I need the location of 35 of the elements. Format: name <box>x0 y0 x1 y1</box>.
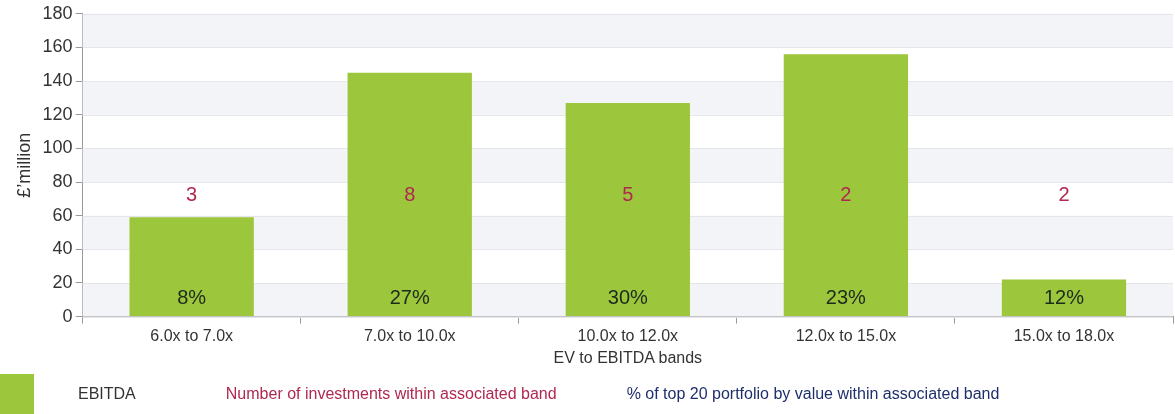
y-tick-label: 60 <box>52 204 73 225</box>
y-tick-label: 0 <box>62 305 73 326</box>
text: Number of investments within associated band <box>225 385 557 403</box>
text: % of top 20 portfolio by value within associated band <box>626 385 1000 403</box>
x-tick-label: 15.0x to 18.0x <box>1013 326 1115 344</box>
bar <box>1001 279 1127 317</box>
x-axis-title: EV to EBITDA bands <box>553 348 703 366</box>
annotation: 3 <box>186 183 198 205</box>
bar <box>783 54 909 317</box>
annotation: 2 <box>1058 183 1070 205</box>
y-tick-label: 120 <box>42 103 73 124</box>
y-axis-title: £’million <box>13 132 34 198</box>
x-tick-label: 7.0x to 10.0x <box>363 326 456 344</box>
annotation: 5 <box>622 183 634 205</box>
x-tick-label: 12.0x to 15.0x <box>795 326 897 344</box>
bar <box>129 217 254 317</box>
y-tick-label: 80 <box>52 170 73 191</box>
annotation: 8 <box>404 183 416 205</box>
annotation: 30% <box>607 286 649 309</box>
bar <box>347 72 472 317</box>
bar <box>565 102 690 317</box>
annotation: 8% <box>177 286 207 309</box>
y-tick-label: 100 <box>42 137 73 158</box>
text: EBITDA <box>78 385 136 403</box>
x-tick-label: 10.0x to 12.0x <box>577 326 679 344</box>
y-tick-label: 160 <box>42 36 73 57</box>
annotation: 27% <box>389 286 430 309</box>
y-tick-label: 180 <box>42 2 73 23</box>
annotation: 12% <box>1043 286 1085 309</box>
y-tick-label: 40 <box>52 238 73 259</box>
x-tick-label: 6.0x to 7.0x <box>150 326 234 344</box>
y-tick-label: 20 <box>52 271 73 292</box>
y-tick-label: 140 <box>42 70 73 91</box>
annotation: 2 <box>840 183 852 205</box>
annotation: 23% <box>825 286 867 309</box>
